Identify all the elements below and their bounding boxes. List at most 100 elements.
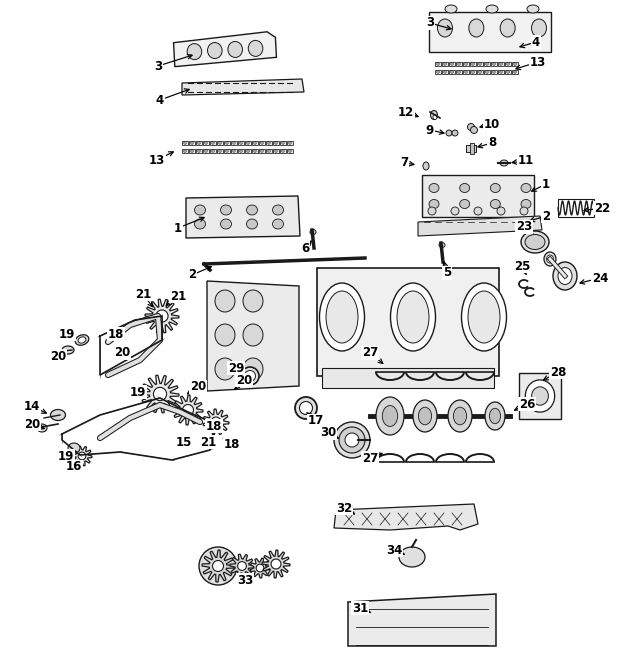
- Ellipse shape: [246, 219, 258, 229]
- Polygon shape: [182, 79, 304, 95]
- Bar: [477, 62, 483, 66]
- Bar: [558, 199, 594, 217]
- Ellipse shape: [553, 262, 577, 290]
- Ellipse shape: [453, 407, 467, 425]
- Circle shape: [437, 63, 439, 66]
- Bar: [287, 149, 293, 153]
- Circle shape: [191, 142, 193, 145]
- Text: 17: 17: [308, 415, 324, 427]
- Polygon shape: [262, 550, 290, 578]
- Polygon shape: [186, 196, 300, 238]
- Text: 24: 24: [592, 272, 608, 284]
- Text: 19: 19: [59, 328, 75, 341]
- Polygon shape: [203, 409, 229, 435]
- Text: 8: 8: [488, 136, 496, 149]
- Ellipse shape: [243, 290, 263, 312]
- Circle shape: [254, 142, 256, 145]
- Circle shape: [472, 63, 474, 66]
- Circle shape: [261, 150, 263, 153]
- Text: 18: 18: [108, 328, 124, 341]
- Bar: [491, 62, 497, 66]
- Circle shape: [254, 150, 256, 153]
- Ellipse shape: [75, 334, 89, 345]
- Ellipse shape: [215, 358, 235, 380]
- Ellipse shape: [527, 5, 539, 13]
- Text: 2: 2: [188, 268, 196, 282]
- Circle shape: [238, 561, 246, 571]
- Ellipse shape: [339, 427, 365, 453]
- Ellipse shape: [489, 408, 501, 423]
- Text: 27: 27: [362, 347, 378, 359]
- Text: 12: 12: [398, 106, 414, 118]
- Bar: [259, 140, 265, 145]
- Circle shape: [458, 71, 460, 74]
- Circle shape: [226, 142, 228, 145]
- Text: 9: 9: [426, 124, 434, 136]
- Ellipse shape: [228, 41, 242, 58]
- Circle shape: [241, 367, 259, 385]
- Text: 14: 14: [24, 399, 40, 413]
- Ellipse shape: [459, 199, 469, 209]
- Polygon shape: [145, 299, 179, 333]
- Text: 31: 31: [352, 601, 368, 615]
- Circle shape: [226, 150, 228, 153]
- Ellipse shape: [448, 400, 472, 432]
- Bar: [266, 140, 272, 145]
- Circle shape: [507, 71, 509, 74]
- Ellipse shape: [194, 205, 206, 215]
- Circle shape: [275, 150, 278, 153]
- Text: 32: 32: [336, 502, 352, 514]
- Circle shape: [507, 63, 509, 66]
- Ellipse shape: [310, 229, 316, 235]
- Ellipse shape: [243, 358, 263, 380]
- Circle shape: [465, 71, 468, 74]
- Ellipse shape: [272, 205, 284, 215]
- Text: 34: 34: [386, 543, 402, 557]
- Bar: [463, 70, 469, 74]
- Circle shape: [444, 63, 446, 66]
- Circle shape: [479, 63, 481, 66]
- Bar: [224, 149, 230, 153]
- Ellipse shape: [486, 5, 498, 13]
- Circle shape: [240, 150, 242, 153]
- Bar: [273, 149, 279, 153]
- Bar: [484, 62, 490, 66]
- Circle shape: [247, 150, 249, 153]
- Text: 30: 30: [320, 427, 336, 440]
- Ellipse shape: [221, 205, 231, 215]
- Circle shape: [184, 150, 186, 153]
- Bar: [280, 140, 286, 145]
- Bar: [442, 70, 448, 74]
- Text: 1: 1: [542, 177, 550, 191]
- Ellipse shape: [438, 19, 452, 37]
- Ellipse shape: [272, 219, 284, 229]
- Ellipse shape: [546, 255, 554, 263]
- Bar: [245, 140, 251, 145]
- Ellipse shape: [37, 424, 47, 432]
- Text: 15: 15: [176, 436, 192, 448]
- Text: 11: 11: [518, 155, 534, 167]
- Ellipse shape: [521, 231, 549, 253]
- Circle shape: [474, 207, 482, 215]
- Text: 28: 28: [550, 365, 566, 379]
- Ellipse shape: [68, 443, 80, 453]
- Circle shape: [78, 452, 86, 460]
- Polygon shape: [230, 554, 254, 578]
- Bar: [456, 70, 462, 74]
- Ellipse shape: [429, 183, 439, 193]
- Text: 23: 23: [516, 221, 532, 233]
- Text: 21: 21: [200, 436, 216, 448]
- Circle shape: [472, 71, 474, 74]
- Polygon shape: [174, 31, 276, 67]
- Ellipse shape: [215, 290, 235, 312]
- Bar: [466, 145, 476, 152]
- Text: 10: 10: [484, 118, 500, 130]
- Bar: [266, 149, 272, 153]
- Bar: [231, 149, 237, 153]
- Text: 20: 20: [236, 373, 252, 387]
- Circle shape: [465, 63, 468, 66]
- Ellipse shape: [208, 43, 222, 58]
- Bar: [203, 149, 209, 153]
- Text: 20: 20: [114, 347, 130, 359]
- Ellipse shape: [376, 397, 404, 435]
